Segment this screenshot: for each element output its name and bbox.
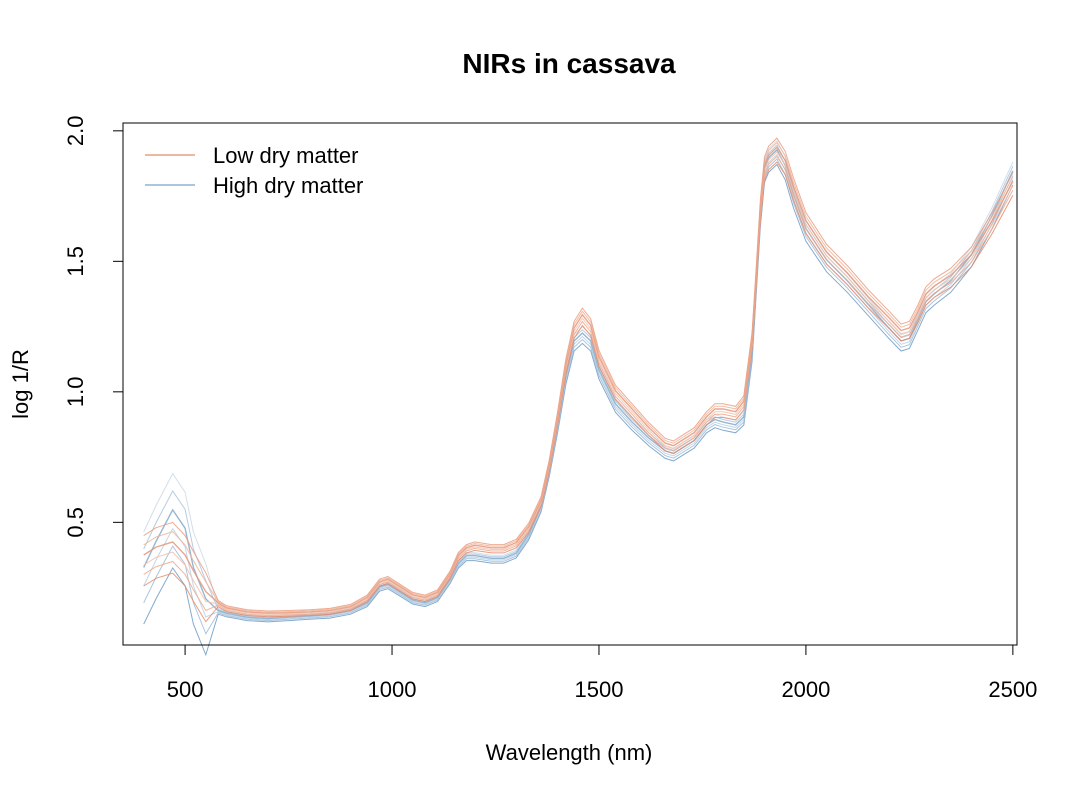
series-line-high-dry-matter [143, 153, 1014, 621]
y-tick-label: 2.0 [63, 116, 88, 147]
x-tick-label: 500 [167, 677, 204, 702]
x-tick-label: 2500 [988, 677, 1037, 702]
y-tick-label: 0.5 [63, 507, 88, 538]
series-line-high-dry-matter [143, 148, 1014, 620]
series-line-low-dry-matter [143, 155, 1014, 617]
legend-label: Low dry matter [213, 143, 359, 168]
series-line-low-dry-matter [143, 137, 1014, 612]
spectra-curves [143, 137, 1014, 657]
series-line-high-dry-matter [143, 139, 1014, 617]
series-line-low-dry-matter [143, 146, 1014, 614]
y-tick-label: 1.5 [63, 246, 88, 277]
series-line-low-dry-matter [143, 141, 1014, 613]
series-line-low-dry-matter [143, 161, 1014, 623]
series-line-high-dry-matter [143, 158, 1014, 635]
chart-title: NIRs in cassava [462, 48, 676, 79]
series-line-high-dry-matter [143, 163, 1014, 657]
legend-label: High dry matter [213, 173, 363, 198]
x-tick-label: 1000 [368, 677, 417, 702]
x-tick-label: 1500 [574, 677, 623, 702]
legend: Low dry matter High dry matter [145, 143, 363, 198]
x-axis-label: Wavelength (nm) [486, 740, 653, 765]
y-axis: 0.5 1.0 1.5 2.0 [63, 116, 124, 538]
series-line-low-dry-matter [143, 151, 1014, 615]
y-tick-label: 1.0 [63, 377, 88, 408]
x-tick-label: 2000 [781, 677, 830, 702]
series-line-high-dry-matter [143, 144, 1014, 618]
plot-frame [122, 122, 1018, 646]
y-axis-label: log 1/R [8, 349, 33, 419]
x-axis: 500 1000 1500 2000 2500 [167, 644, 1037, 702]
